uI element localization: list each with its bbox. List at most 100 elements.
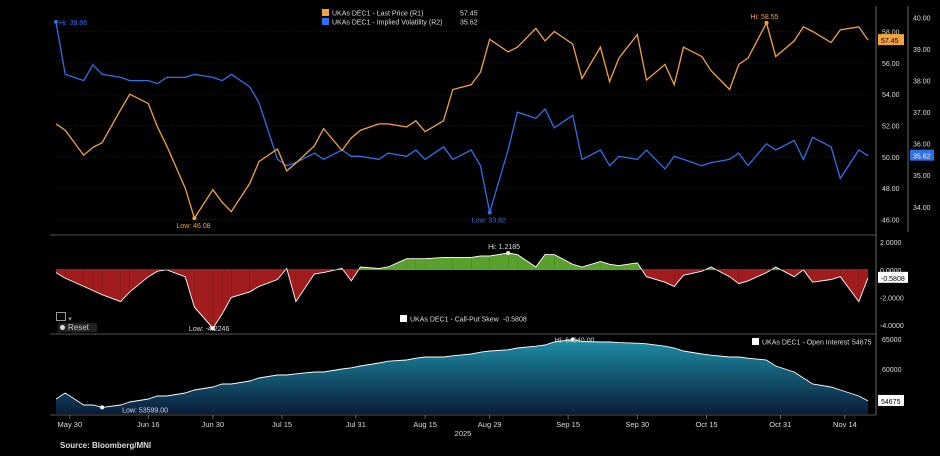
source-note: Source: Bloomberg/MNI xyxy=(60,441,151,450)
reset-label: Reset xyxy=(68,323,89,332)
iv-tick-label: 40.00 xyxy=(913,15,931,22)
skew-area-segment xyxy=(812,269,832,283)
skew-high-label: Hi: 1.2185 xyxy=(488,244,520,251)
iv-last-tag-box xyxy=(910,149,934,161)
oi-tick-label: 60000 xyxy=(882,367,902,374)
x-axis: May 30 Jun 16 Jun 30 Jul 15 Jul 31 Aug 15 Aug … xyxy=(58,415,857,438)
iv-legend-label: UKAs DEC1 - Implied Volatility (R2) xyxy=(332,20,442,27)
x-tick-label: Nov 14 xyxy=(833,420,857,429)
skew-area-segment xyxy=(646,269,665,283)
skew-area-segment xyxy=(120,269,130,302)
x-tick-label: May 30 xyxy=(58,420,83,429)
oi-last-tag-box xyxy=(878,394,904,406)
open-interest-fill xyxy=(56,339,868,414)
oi-low-marker xyxy=(100,405,105,410)
skew-area xyxy=(55,252,869,329)
price-tick-label: 52.00 xyxy=(882,123,900,130)
x-tick-label: Sep 15 xyxy=(556,420,580,429)
skew-area-segment xyxy=(415,258,426,270)
skew-area-segment xyxy=(83,269,93,291)
x-tick-label: Oct 31 xyxy=(769,420,791,429)
oi-high-marker xyxy=(570,337,575,342)
skew-area-segment xyxy=(471,256,481,270)
skew-area-segment xyxy=(618,262,638,270)
price-high-label: Hi: 58.55 xyxy=(751,14,779,21)
skew-area-segment xyxy=(406,258,416,270)
oi-tick-label: 65000 xyxy=(882,337,902,344)
skew-panel: -4.0000 -2.0000 0.0000 2.0000 Hi: 1.2185 Low… xyxy=(55,240,908,333)
skew-area-segment xyxy=(674,269,684,287)
price-tick-label: 48.00 xyxy=(882,186,900,193)
skew-area-segment xyxy=(65,269,84,287)
skew-area-segment xyxy=(194,269,213,329)
open-interest-line xyxy=(55,338,869,408)
reset-dot-icon xyxy=(60,325,65,330)
price-tick-label: 56.00 xyxy=(882,61,900,68)
skew-area-segment xyxy=(212,269,223,329)
skew-last-tag: -0.5808 xyxy=(881,276,905,283)
iv-legend-value: 35.62 xyxy=(460,20,478,27)
iv-tick-label: 37.00 xyxy=(913,110,931,117)
price-tick-label: 50.00 xyxy=(882,155,900,162)
skew-high-marker xyxy=(506,250,511,255)
skew-area-segment xyxy=(729,269,739,284)
price-tick-label: 46.00 xyxy=(882,217,900,224)
skew-area-segment xyxy=(452,257,472,270)
skew-area-segment xyxy=(582,261,601,270)
skew-tick-label: -4.0000 xyxy=(880,323,904,330)
skew-last-tag-box xyxy=(878,271,908,283)
skew-area-segment xyxy=(222,269,232,314)
skew-area-segment xyxy=(56,269,66,279)
skew-area-segment xyxy=(554,254,573,270)
oi-legend-swatch xyxy=(752,338,759,345)
skew-area-segment xyxy=(249,269,259,292)
skew-line xyxy=(55,252,869,329)
oi-low-label: Low: 53599.00 xyxy=(122,407,168,414)
open-interest-markers: Hi: 64940.00 Low: 53599.00 54675 xyxy=(100,337,904,414)
skew-area-segment xyxy=(600,261,610,270)
skew-area-segment xyxy=(102,269,121,302)
skew-area-segment xyxy=(572,264,582,270)
price-iv-gridlines xyxy=(56,31,868,220)
skew-area-segment xyxy=(748,269,767,281)
x-tick-label: Jun 16 xyxy=(137,420,160,429)
skew-area-segment xyxy=(231,269,250,298)
skew-area-segment xyxy=(545,254,555,270)
skew-area-segment xyxy=(443,257,453,270)
skew-area-segment xyxy=(840,269,859,302)
skew-area-segment xyxy=(185,269,195,308)
skew-area-segment xyxy=(508,253,518,270)
x-year-label: 2025 xyxy=(455,429,472,438)
skew-area-segment xyxy=(480,256,490,270)
skew-low-label: Low: -4.2246 xyxy=(189,326,230,333)
iv-low-label: Low: 33.82 xyxy=(472,217,506,224)
skew-tick-label: 0.0000 xyxy=(880,268,902,275)
x-tick-label: Oct 15 xyxy=(695,420,717,429)
price-low-marker xyxy=(192,216,197,221)
skew-area-segment xyxy=(129,269,149,292)
reset-button[interactable]: Reset xyxy=(58,323,97,332)
price-high-marker xyxy=(764,20,769,25)
iv-last-tag: 35.62 xyxy=(913,154,931,161)
price-low-label: Low: 46.08 xyxy=(176,223,210,230)
skew-area-segment xyxy=(295,269,315,302)
skew-area-segment xyxy=(665,269,675,287)
skew-area-segment xyxy=(738,269,748,284)
panel-menu-icon[interactable]: ▾ xyxy=(56,312,72,323)
price-legend-swatch xyxy=(322,9,329,16)
iv-tick-label: 38.00 xyxy=(913,79,931,86)
open-interest-area xyxy=(55,338,869,414)
skew-area-segment xyxy=(92,269,103,295)
price-iv-legend: UKAs DEC1 - Last Price (R1) 57.45 UKAs DEC… xyxy=(322,9,478,27)
iv-legend-swatch xyxy=(322,18,329,25)
price-legend-value: 57.45 xyxy=(460,11,478,18)
skew-markers: Hi: 1.2185 Low: -4.2246 -0.5808 xyxy=(189,244,908,333)
skew-legend: UKAs DEC1 - Call-Put Skew -0.5808 xyxy=(400,315,527,324)
x-tick-label: Sep 30 xyxy=(625,420,649,429)
open-interest-legend: UKAs DEC1 - Open Interest 54675 xyxy=(752,338,872,347)
iv-tick-label: 34.00 xyxy=(913,205,931,212)
iv-high-marker xyxy=(54,19,58,24)
skew-area-segment xyxy=(489,253,509,270)
panel-frames xyxy=(50,6,909,416)
